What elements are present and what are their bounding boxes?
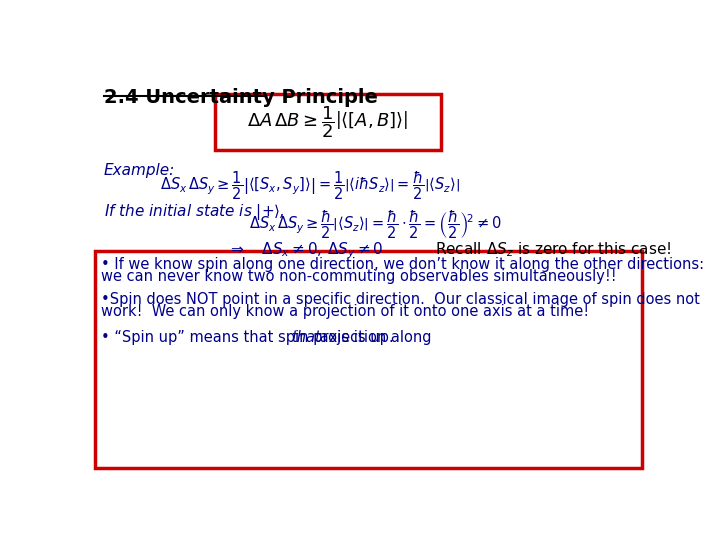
Text: •Spin does NOT point in a specific direction.  Our classical image of spin does : •Spin does NOT point in a specific direc…: [101, 292, 700, 307]
Text: that: that: [292, 330, 321, 345]
Text: $\Delta S_x\,\Delta S_y \geq \dfrac{1}{2}\left|\langle[S_x,S_y]\rangle\right|= \: $\Delta S_x\,\Delta S_y \geq \dfrac{1}{2…: [160, 170, 459, 202]
Text: $\Delta A\,\Delta B \geq \dfrac{1}{2}\left|\langle[A,B]\rangle\right|$: $\Delta A\,\Delta B \geq \dfrac{1}{2}\le…: [247, 104, 408, 140]
Text: $\Delta S_x\,\Delta S_y \geq \dfrac{\hbar}{2}\left|\langle S_z\rangle\right|= \d: $\Delta S_x\,\Delta S_y \geq \dfrac{\hba…: [249, 209, 502, 241]
Text: $\Rightarrow \quad \Delta S_x \neq 0,\,\Delta S_y \neq 0$: $\Rightarrow \quad \Delta S_x \neq 0,\,\…: [228, 240, 383, 261]
Text: Example:: Example:: [104, 163, 175, 178]
Text: work!  We can only know a projection of it onto one axis at a time!: work! We can only know a projection of i…: [101, 304, 589, 319]
Text: 2.4 Uncertainty Principle: 2.4 Uncertainty Principle: [104, 88, 378, 107]
Text: • “Spin up” means that spin projection along: • “Spin up” means that spin projection a…: [101, 330, 436, 345]
Text: axis is up.: axis is up.: [315, 330, 393, 345]
Text: If the initial state is $|{+}\rangle$,: If the initial state is $|{+}\rangle$,: [104, 202, 284, 222]
FancyBboxPatch shape: [215, 94, 441, 150]
Text: we can never know two non-commuting observables simultaneously!!: we can never know two non-commuting obse…: [101, 269, 616, 284]
FancyBboxPatch shape: [94, 251, 642, 468]
Text: Recall $\Delta S_z$ is zero for this case!: Recall $\Delta S_z$ is zero for this cas…: [435, 240, 671, 259]
Text: • If we know spin along one direction, we don’t know it along the other directio: • If we know spin along one direction, w…: [101, 256, 704, 272]
